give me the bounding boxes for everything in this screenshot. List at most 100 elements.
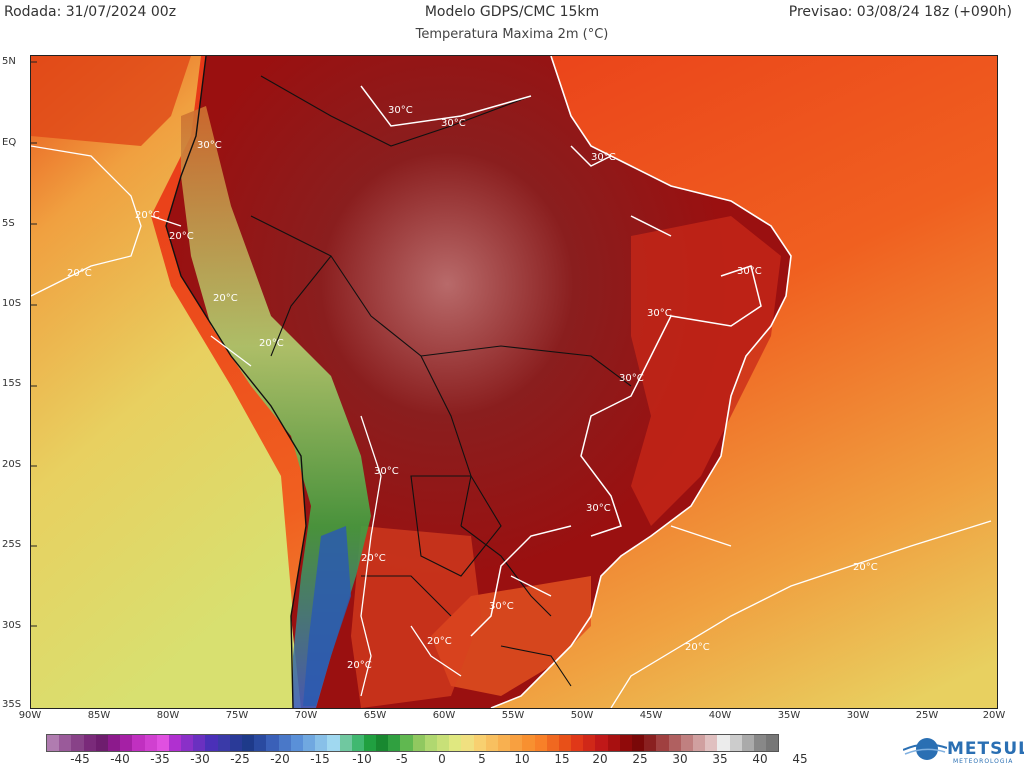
- colorbar-swatch: [278, 735, 291, 751]
- run-date-label: Rodada: 31/07/2024 00z: [4, 4, 177, 20]
- lat-label: 15S: [2, 378, 22, 389]
- contour-label: 30°C: [388, 105, 413, 116]
- lon-label: 20W: [982, 710, 1006, 721]
- colorbar-swatch: [205, 735, 218, 751]
- colorbar-swatch: [534, 735, 547, 751]
- colorbar-tick: 5: [478, 752, 486, 766]
- colorbar-swatch: [437, 735, 450, 751]
- atlantic-coastline: [490, 56, 792, 708]
- map-svg: 30°C 30°C 30°C 30°C 30°C 30°C 30°C 30°C …: [31, 56, 997, 708]
- lon-label: 35W: [777, 710, 801, 721]
- colorbar-swatch: [449, 735, 462, 751]
- colorbar-swatch: [217, 735, 230, 751]
- colorbar-swatch: [412, 735, 425, 751]
- colorbar-tick: -20: [270, 752, 290, 766]
- colorbar-swatch: [656, 735, 669, 751]
- lon-label: 90W: [18, 710, 42, 721]
- lon-label: 80W: [156, 710, 180, 721]
- contour-label: 20°C: [169, 231, 194, 242]
- colorbar-swatch: [692, 735, 706, 751]
- forecast-time-label: Previsao: 03/08/24 18z (+090h): [788, 4, 1012, 20]
- colorbar-swatch: [363, 735, 377, 751]
- colorbar-swatch: [473, 735, 486, 751]
- colorbar-swatch: [83, 735, 96, 751]
- colorbar-swatch: [266, 735, 279, 751]
- colorbar-swatch: [668, 735, 681, 751]
- isotherm-30c: [360, 85, 762, 637]
- colorbar-swatch: [485, 735, 498, 751]
- lon-label: 60W: [432, 710, 456, 721]
- temperature-map: 30°C 30°C 30°C 30°C 30°C 30°C 30°C 30°C …: [30, 55, 998, 709]
- colorbar-swatch: [156, 735, 169, 751]
- colorbar-swatch: [717, 735, 730, 751]
- country-borders: [250, 75, 632, 687]
- colorbar-swatch: [376, 735, 389, 751]
- contour-label: 30°C: [591, 152, 616, 163]
- northern-argentina-warm: [351, 526, 481, 708]
- contour-label: 30°C: [374, 466, 399, 477]
- colorbar-tick: 25: [632, 752, 648, 766]
- colorbar-swatch: [254, 735, 267, 751]
- northeast-brazil-heat: [631, 216, 781, 526]
- contour-label: 30°C: [197, 140, 222, 151]
- contour-label: 20°C: [259, 338, 284, 349]
- contour-label: 30°C: [489, 601, 514, 612]
- colorbar-swatch: [583, 735, 596, 751]
- lat-label: 5S: [2, 218, 15, 229]
- lat-label: EQ: [2, 137, 17, 148]
- contour-label: 20°C: [427, 636, 452, 647]
- contour-label: 20°C: [361, 553, 386, 564]
- colorbar-swatch: [461, 735, 474, 751]
- colorbar-swatch: [424, 735, 437, 751]
- colorbar-swatch: [644, 735, 657, 751]
- contour-label: 30°C: [441, 118, 466, 129]
- colorbar-swatch: [546, 735, 559, 751]
- lon-label: 65W: [363, 710, 387, 721]
- contour-label: 20°C: [347, 660, 372, 671]
- colorbar-tick: -30: [190, 752, 210, 766]
- colorbar-swatch: [522, 735, 535, 751]
- colorbar-swatch: [632, 735, 645, 751]
- colorbar-swatch: [729, 735, 742, 751]
- colorbar-tick: -40: [110, 752, 130, 766]
- colorbar-swatch: [120, 735, 133, 751]
- variable-subtitle: Temperatura Maxima 2m (°C): [415, 27, 609, 42]
- lon-label: 45W: [639, 710, 663, 721]
- lon-label: 85W: [87, 710, 111, 721]
- colorbar-swatch: [107, 735, 121, 751]
- colorbar-tick: -25: [230, 752, 250, 766]
- lat-label: 35S: [2, 699, 22, 710]
- colorbar-swatch: [181, 735, 194, 751]
- colorbar-swatch: [315, 735, 328, 751]
- pacific-ocean-field: [31, 56, 301, 708]
- globe-icon: [903, 738, 947, 760]
- andes-high-cold: [303, 526, 351, 706]
- lat-label: 20S: [2, 459, 22, 470]
- temperature-colorbar: [46, 734, 780, 752]
- colorbar-tick: -45: [70, 752, 90, 766]
- lat-label: 5N: [2, 56, 16, 67]
- colorbar-tick: -5: [396, 752, 408, 766]
- colorbar-swatch: [302, 735, 316, 751]
- colorbar-swatch: [680, 735, 693, 751]
- lat-label: 25S: [2, 539, 22, 550]
- colorbar-tick: 15: [554, 752, 570, 766]
- contour-label: 30°C: [586, 503, 611, 514]
- colorbar-swatch: [595, 735, 608, 751]
- colorbar-swatch: [351, 735, 364, 751]
- lon-label: 40W: [708, 710, 732, 721]
- colorbar-swatch: [144, 735, 157, 751]
- colorbar-swatch: [71, 735, 84, 751]
- colorbar-tick: -15: [310, 752, 330, 766]
- logo-subtitle: METEOROLOGIA: [953, 758, 1014, 765]
- lon-label: 25W: [915, 710, 939, 721]
- colorbar-swatch: [327, 735, 340, 751]
- isotherm-20c: [31, 145, 992, 708]
- colorbar-tick: 40: [752, 752, 768, 766]
- lat-label: 10S: [2, 298, 22, 309]
- colorbar-tick: -10: [352, 752, 372, 766]
- contour-label: 20°C: [135, 210, 160, 221]
- contour-label: 20°C: [213, 293, 238, 304]
- colorbar-swatch: [571, 735, 584, 751]
- axis-ticks: [31, 61, 37, 627]
